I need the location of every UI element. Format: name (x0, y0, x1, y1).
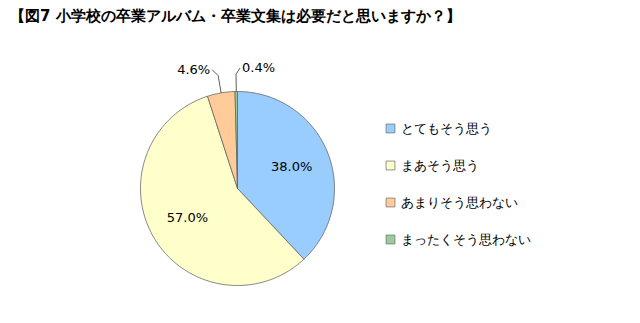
svg-text:あまりそう思わない: あまりそう思わない (401, 195, 518, 210)
svg-text:0.4%: 0.4% (242, 60, 275, 75)
svg-text:まあそう思う: まあそう思う (401, 158, 479, 173)
svg-text:とてもそう思う: とてもそう思う (401, 121, 492, 136)
svg-text:38.0%: 38.0% (271, 159, 312, 174)
svg-text:まったくそう思わない: まったくそう思わない (401, 232, 531, 247)
svg-text:4.6%: 4.6% (177, 62, 210, 77)
html-text:【図7 小学校の卒業アルバム・卒業文集は必要だと思いますか？: 【図7 小学校の卒業アルバム・卒業文集は必要だと思いますか？】 (10, 7, 461, 25)
svg-text:57.0%: 57.0% (167, 210, 208, 225)
